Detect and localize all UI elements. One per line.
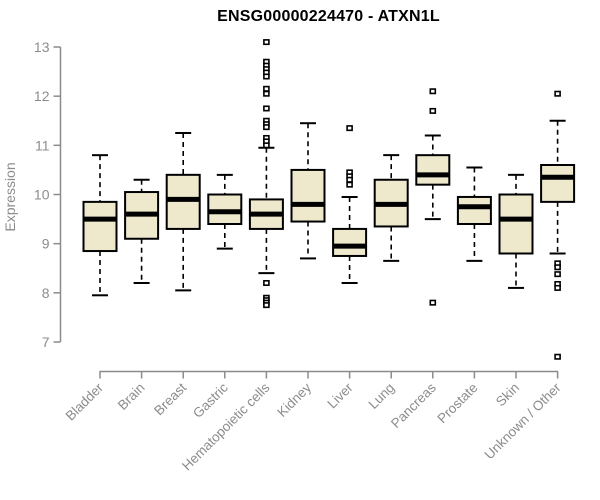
y-tick-label: 13 (34, 39, 50, 55)
outlier-point (429, 88, 437, 95)
outlier-point (263, 105, 270, 112)
chart-title: ENSG00000224470 - ATXN1L (217, 8, 440, 25)
outlier-point (263, 124, 270, 131)
outlier-point (263, 85, 270, 92)
box (498, 193, 534, 255)
boxplot-hematopoietic-cells (248, 39, 284, 309)
outlier-point (554, 284, 561, 291)
boxplot-brain (124, 178, 160, 284)
y-axis: 7 8 9 10 11 12 13 (34, 39, 62, 350)
box (82, 200, 118, 253)
boxplot-liver (332, 125, 368, 284)
outlier-point (554, 90, 561, 97)
outlier-point (429, 107, 437, 114)
y-axis-title: Expression (2, 162, 18, 232)
outlier-point (346, 125, 353, 132)
outlier-point (263, 302, 270, 309)
boxplot-prostate (456, 166, 492, 262)
y-tick-label: 12 (34, 88, 50, 104)
outlier-point (346, 181, 353, 188)
y-tick-label: 7 (42, 334, 50, 350)
y-tick-label: 8 (42, 285, 50, 301)
y-tick-label: 11 (35, 137, 50, 153)
x-category-label: Kidney (274, 380, 314, 420)
outlier-point (554, 264, 561, 271)
outlier-point (263, 73, 270, 80)
boxplot-skin (498, 173, 534, 289)
x-category-label: Liver (324, 380, 356, 412)
outlier-point (263, 142, 270, 149)
boxplot-unknown-other (540, 90, 576, 360)
outlier-point (263, 279, 270, 286)
x-category-label: Bladder (63, 380, 107, 424)
boxplot-gastric (207, 173, 243, 250)
x-category-label: Unknown / Other (481, 380, 564, 463)
outlier-point (263, 90, 270, 97)
outlier-point (429, 299, 437, 306)
x-category-label: Skin (493, 380, 522, 409)
box (415, 154, 451, 186)
x-category-label: Lung (365, 380, 397, 412)
outlier-point (346, 176, 353, 183)
outlier-point (263, 39, 270, 46)
x-category-label: Pancreas (388, 380, 439, 431)
x-category-label: Breast (151, 380, 189, 418)
box (290, 168, 326, 223)
boxplot-breast (165, 132, 201, 292)
boxplot-lung (373, 154, 409, 262)
box (456, 195, 492, 225)
x-category-label: Brain (115, 380, 148, 413)
x-category-label: Prostate (434, 380, 480, 426)
box (540, 164, 576, 203)
y-tick-label: 10 (34, 187, 50, 203)
y-tick-label: 9 (42, 236, 50, 252)
boxplot-pancreas (415, 88, 451, 306)
box (332, 227, 368, 257)
boxplot-kidney (290, 122, 326, 260)
x-category-label: Gastric (190, 380, 231, 421)
boxplot-bladder (82, 154, 118, 297)
outlier-point (554, 271, 561, 278)
outlier-point (554, 353, 561, 360)
